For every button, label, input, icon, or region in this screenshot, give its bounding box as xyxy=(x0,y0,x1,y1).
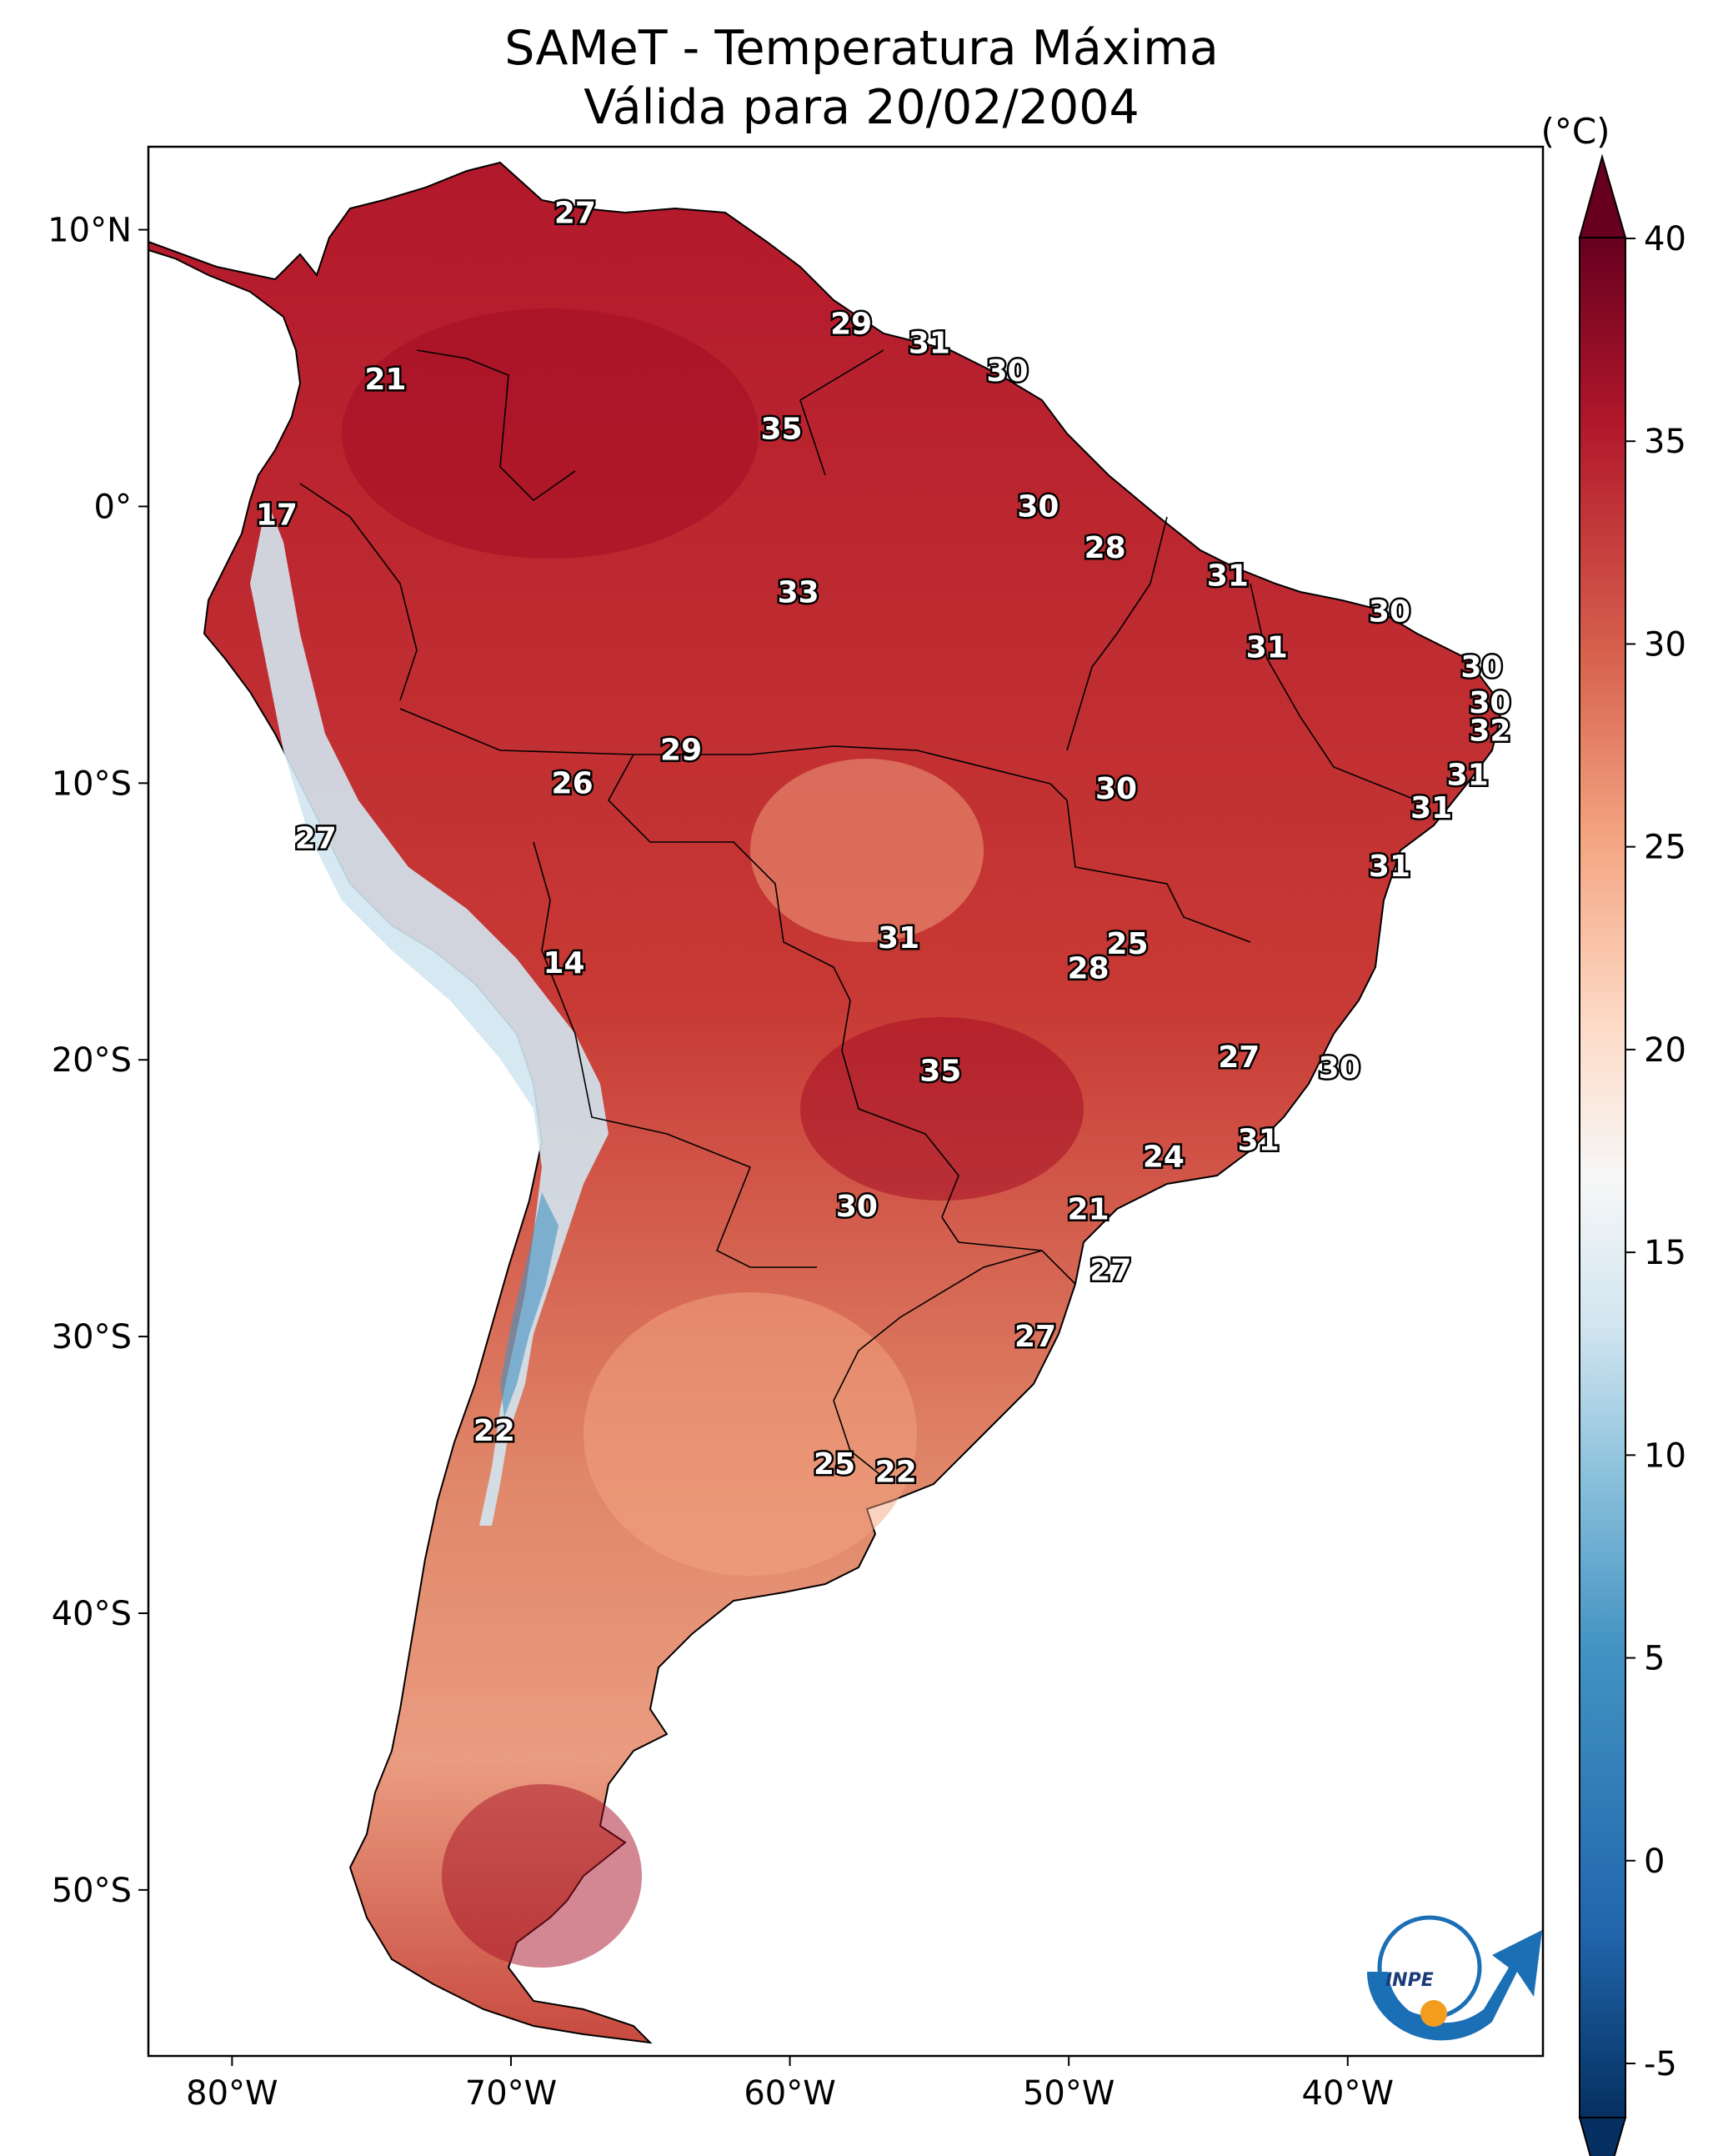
logo-sun xyxy=(1420,2000,1447,2027)
lon-tick-label: 40°W xyxy=(1302,2074,1394,2113)
lon-tick-label: 80°W xyxy=(186,2074,278,2113)
colorbar-gradient xyxy=(1579,237,1626,2118)
station-value: 31 xyxy=(1238,1123,1280,1157)
longitude-axis: 80°W 70°W 60°W 50°W 40°W xyxy=(186,2056,1394,2113)
station-value: 32 xyxy=(1469,714,1510,748)
station-value: 30 xyxy=(1017,489,1059,524)
station-value: 35 xyxy=(919,1054,961,1088)
warm-patch-parana xyxy=(800,1017,1084,1201)
mild-patch-central-brazil xyxy=(750,759,984,942)
lon-tick-label: 70°W xyxy=(465,2074,557,2113)
station-value: 21 xyxy=(1068,1192,1109,1226)
colorbar-unit-label: (°C) xyxy=(1540,111,1610,152)
andes-cold-core xyxy=(500,1192,558,1417)
station-value: 30 xyxy=(1319,1051,1360,1086)
lat-tick-label: 40°S xyxy=(52,1595,132,1633)
colorbar-tick-label: 20 xyxy=(1644,1031,1686,1070)
station-value: 28 xyxy=(1068,952,1109,986)
station-value: 25 xyxy=(814,1447,855,1482)
station-value: 35 xyxy=(760,413,802,447)
map-subtitle: Válida para 20/02/2004 xyxy=(584,80,1139,135)
colorbar-tick-label: 40 xyxy=(1644,220,1686,258)
lat-tick-label: 20°S xyxy=(52,1041,132,1080)
station-value: 25 xyxy=(1106,927,1148,961)
colorbar-tick-label: 0 xyxy=(1644,1843,1665,1881)
colorbar-tick-label: 10 xyxy=(1644,1436,1686,1475)
station-value: 27 xyxy=(1218,1040,1260,1075)
station-value: 31 xyxy=(878,921,919,955)
colorbar-top-triangle xyxy=(1578,153,1627,238)
colorbar-tick-label: 25 xyxy=(1644,829,1686,867)
station-value: 30 xyxy=(1369,595,1410,629)
station-value: 28 xyxy=(1084,531,1126,565)
station-value: 29 xyxy=(830,307,872,341)
colorbar-tick-label: -5 xyxy=(1644,2045,1677,2083)
station-value: 27 xyxy=(1014,1320,1056,1354)
warm-patch-patagonia xyxy=(442,1784,642,1968)
latitude-axis: 10°N 0° 10°S 20°S 30°S 40°S 50°S xyxy=(48,212,148,1910)
station-value: 27 xyxy=(295,822,337,856)
country-borders xyxy=(299,349,1418,1485)
station-value: 22 xyxy=(875,1456,917,1490)
station-value: 30 xyxy=(1469,686,1510,720)
colorbar-tick-label: 5 xyxy=(1644,1640,1665,1678)
colorbar-tick-label: 35 xyxy=(1644,423,1686,461)
station-value: 24 xyxy=(1143,1140,1185,1174)
lat-tick-label: 0° xyxy=(94,488,132,526)
station-value: 27 xyxy=(1089,1253,1131,1287)
station-value: 29 xyxy=(660,734,702,768)
lat-tick-label: 10°S xyxy=(52,765,132,803)
colorbar-bottom-triangle xyxy=(1578,2117,1627,2156)
station-value: 31 xyxy=(909,327,950,361)
station-value: 33 xyxy=(778,575,819,609)
station-value: 30 xyxy=(1460,650,1502,684)
warm-patch-amazon-north xyxy=(342,308,759,559)
station-value: 27 xyxy=(554,197,596,231)
station-value: 31 xyxy=(1369,850,1410,884)
lat-tick-label: 10°N xyxy=(48,212,132,250)
station-value: 30 xyxy=(836,1190,878,1224)
lat-tick-label: 50°S xyxy=(52,1872,132,1910)
mild-patch-pampas xyxy=(584,1292,917,1576)
colorbar: (°C) 40 35 30 25 20 15 10 5 0 -5 xyxy=(1540,111,1686,2156)
logo-text: INPE xyxy=(1385,1970,1434,1991)
station-value: 31 xyxy=(1410,791,1452,825)
station-value: 22 xyxy=(473,1414,515,1448)
station-value: 31 xyxy=(1207,559,1249,593)
colorbar-tick-label: 30 xyxy=(1644,625,1686,664)
station-value: 14 xyxy=(543,946,584,980)
station-value: 26 xyxy=(552,766,594,800)
lat-tick-label: 30°S xyxy=(52,1318,132,1356)
map-frame xyxy=(147,145,1545,2058)
station-value: 31 xyxy=(1447,758,1489,792)
station-value: 21 xyxy=(364,363,406,397)
station-value: 30 xyxy=(987,354,1029,389)
lon-tick-label: 50°W xyxy=(1023,2074,1114,2113)
inpe-logo: INPE xyxy=(1367,1915,1542,2041)
station-value: 30 xyxy=(1095,772,1137,806)
station-value: 17 xyxy=(256,498,298,532)
andes-cool-band xyxy=(250,500,609,1526)
station-value: 31 xyxy=(1246,631,1288,665)
lon-tick-label: 60°W xyxy=(744,2074,835,2113)
map-title: SAMeT - Temperatura Máxima xyxy=(504,21,1219,76)
colorbar-tick-label: 15 xyxy=(1644,1234,1686,1272)
